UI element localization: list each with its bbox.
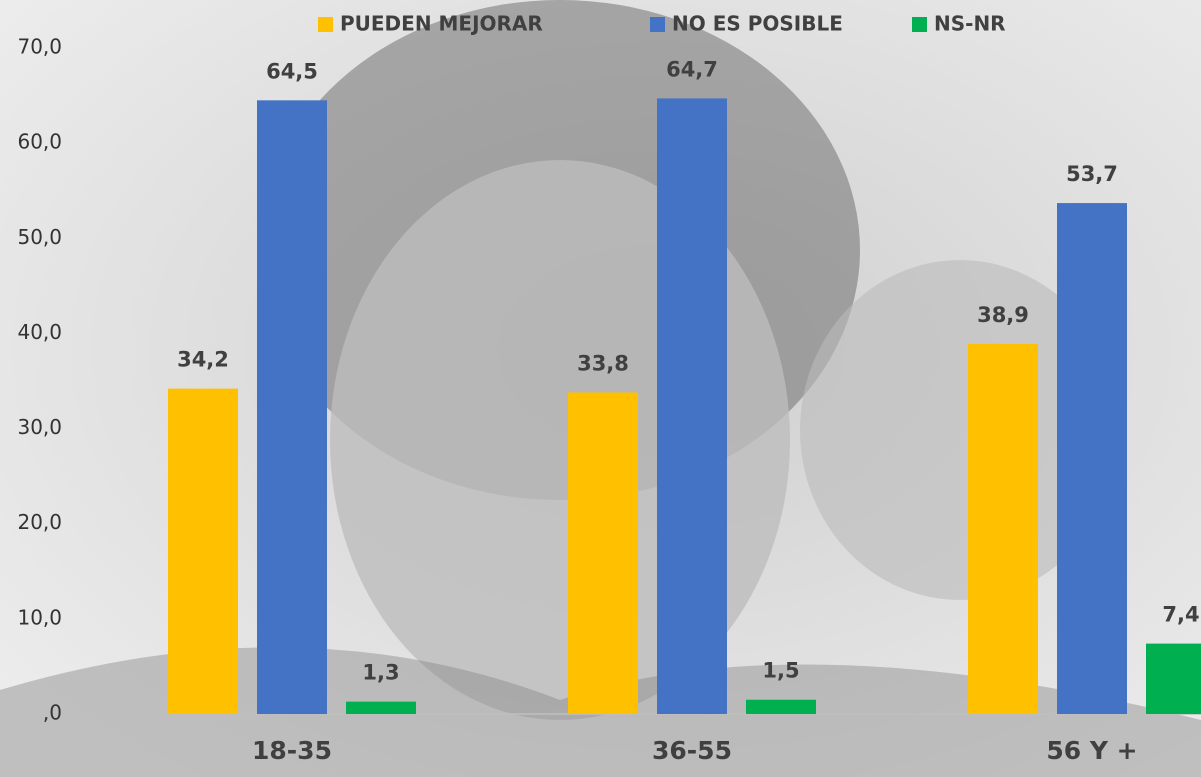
- value-label: 64,5: [266, 59, 318, 83]
- value-label: 53,7: [1066, 162, 1118, 186]
- bar: [568, 392, 638, 714]
- legend-swatch: [912, 17, 927, 32]
- x-tick-label: 18-35: [252, 736, 332, 765]
- y-tick-label: 40,0: [17, 320, 62, 344]
- y-tick-label: 30,0: [17, 415, 62, 439]
- value-label: 34,2: [177, 348, 229, 372]
- y-tick-label: 60,0: [17, 130, 62, 154]
- x-tick-label: 36-55: [652, 736, 732, 765]
- bar: [657, 98, 727, 714]
- value-label: 1,5: [762, 659, 799, 683]
- legend-label: PUEDEN MEJORAR: [340, 12, 543, 36]
- bar: [346, 701, 416, 714]
- photo-emblem: [800, 260, 1120, 600]
- y-tick-label: 70,0: [17, 35, 62, 59]
- legend-label: NS-NR: [934, 12, 1006, 36]
- bar: [968, 343, 1038, 714]
- y-tick-label: 20,0: [17, 510, 62, 534]
- value-label: 64,7: [666, 57, 718, 81]
- bar: [168, 388, 238, 714]
- legend-label: NO ES POSIBLE: [672, 12, 843, 36]
- bar: [1146, 643, 1201, 714]
- value-label: 33,8: [577, 351, 629, 375]
- legend-swatch: [318, 17, 333, 32]
- value-label: 1,3: [362, 661, 399, 685]
- legend-swatch: [650, 17, 665, 32]
- value-label: 7,4: [1162, 603, 1199, 627]
- x-tick-label: 56 Y +: [1046, 736, 1137, 765]
- y-tick-label: 50,0: [17, 225, 62, 249]
- y-tick-label: ,0: [43, 701, 62, 725]
- bar: [257, 100, 327, 715]
- value-label: 38,9: [977, 303, 1029, 327]
- y-tick-label: 10,0: [17, 605, 62, 629]
- bar: [746, 699, 816, 714]
- bar: [1057, 203, 1127, 714]
